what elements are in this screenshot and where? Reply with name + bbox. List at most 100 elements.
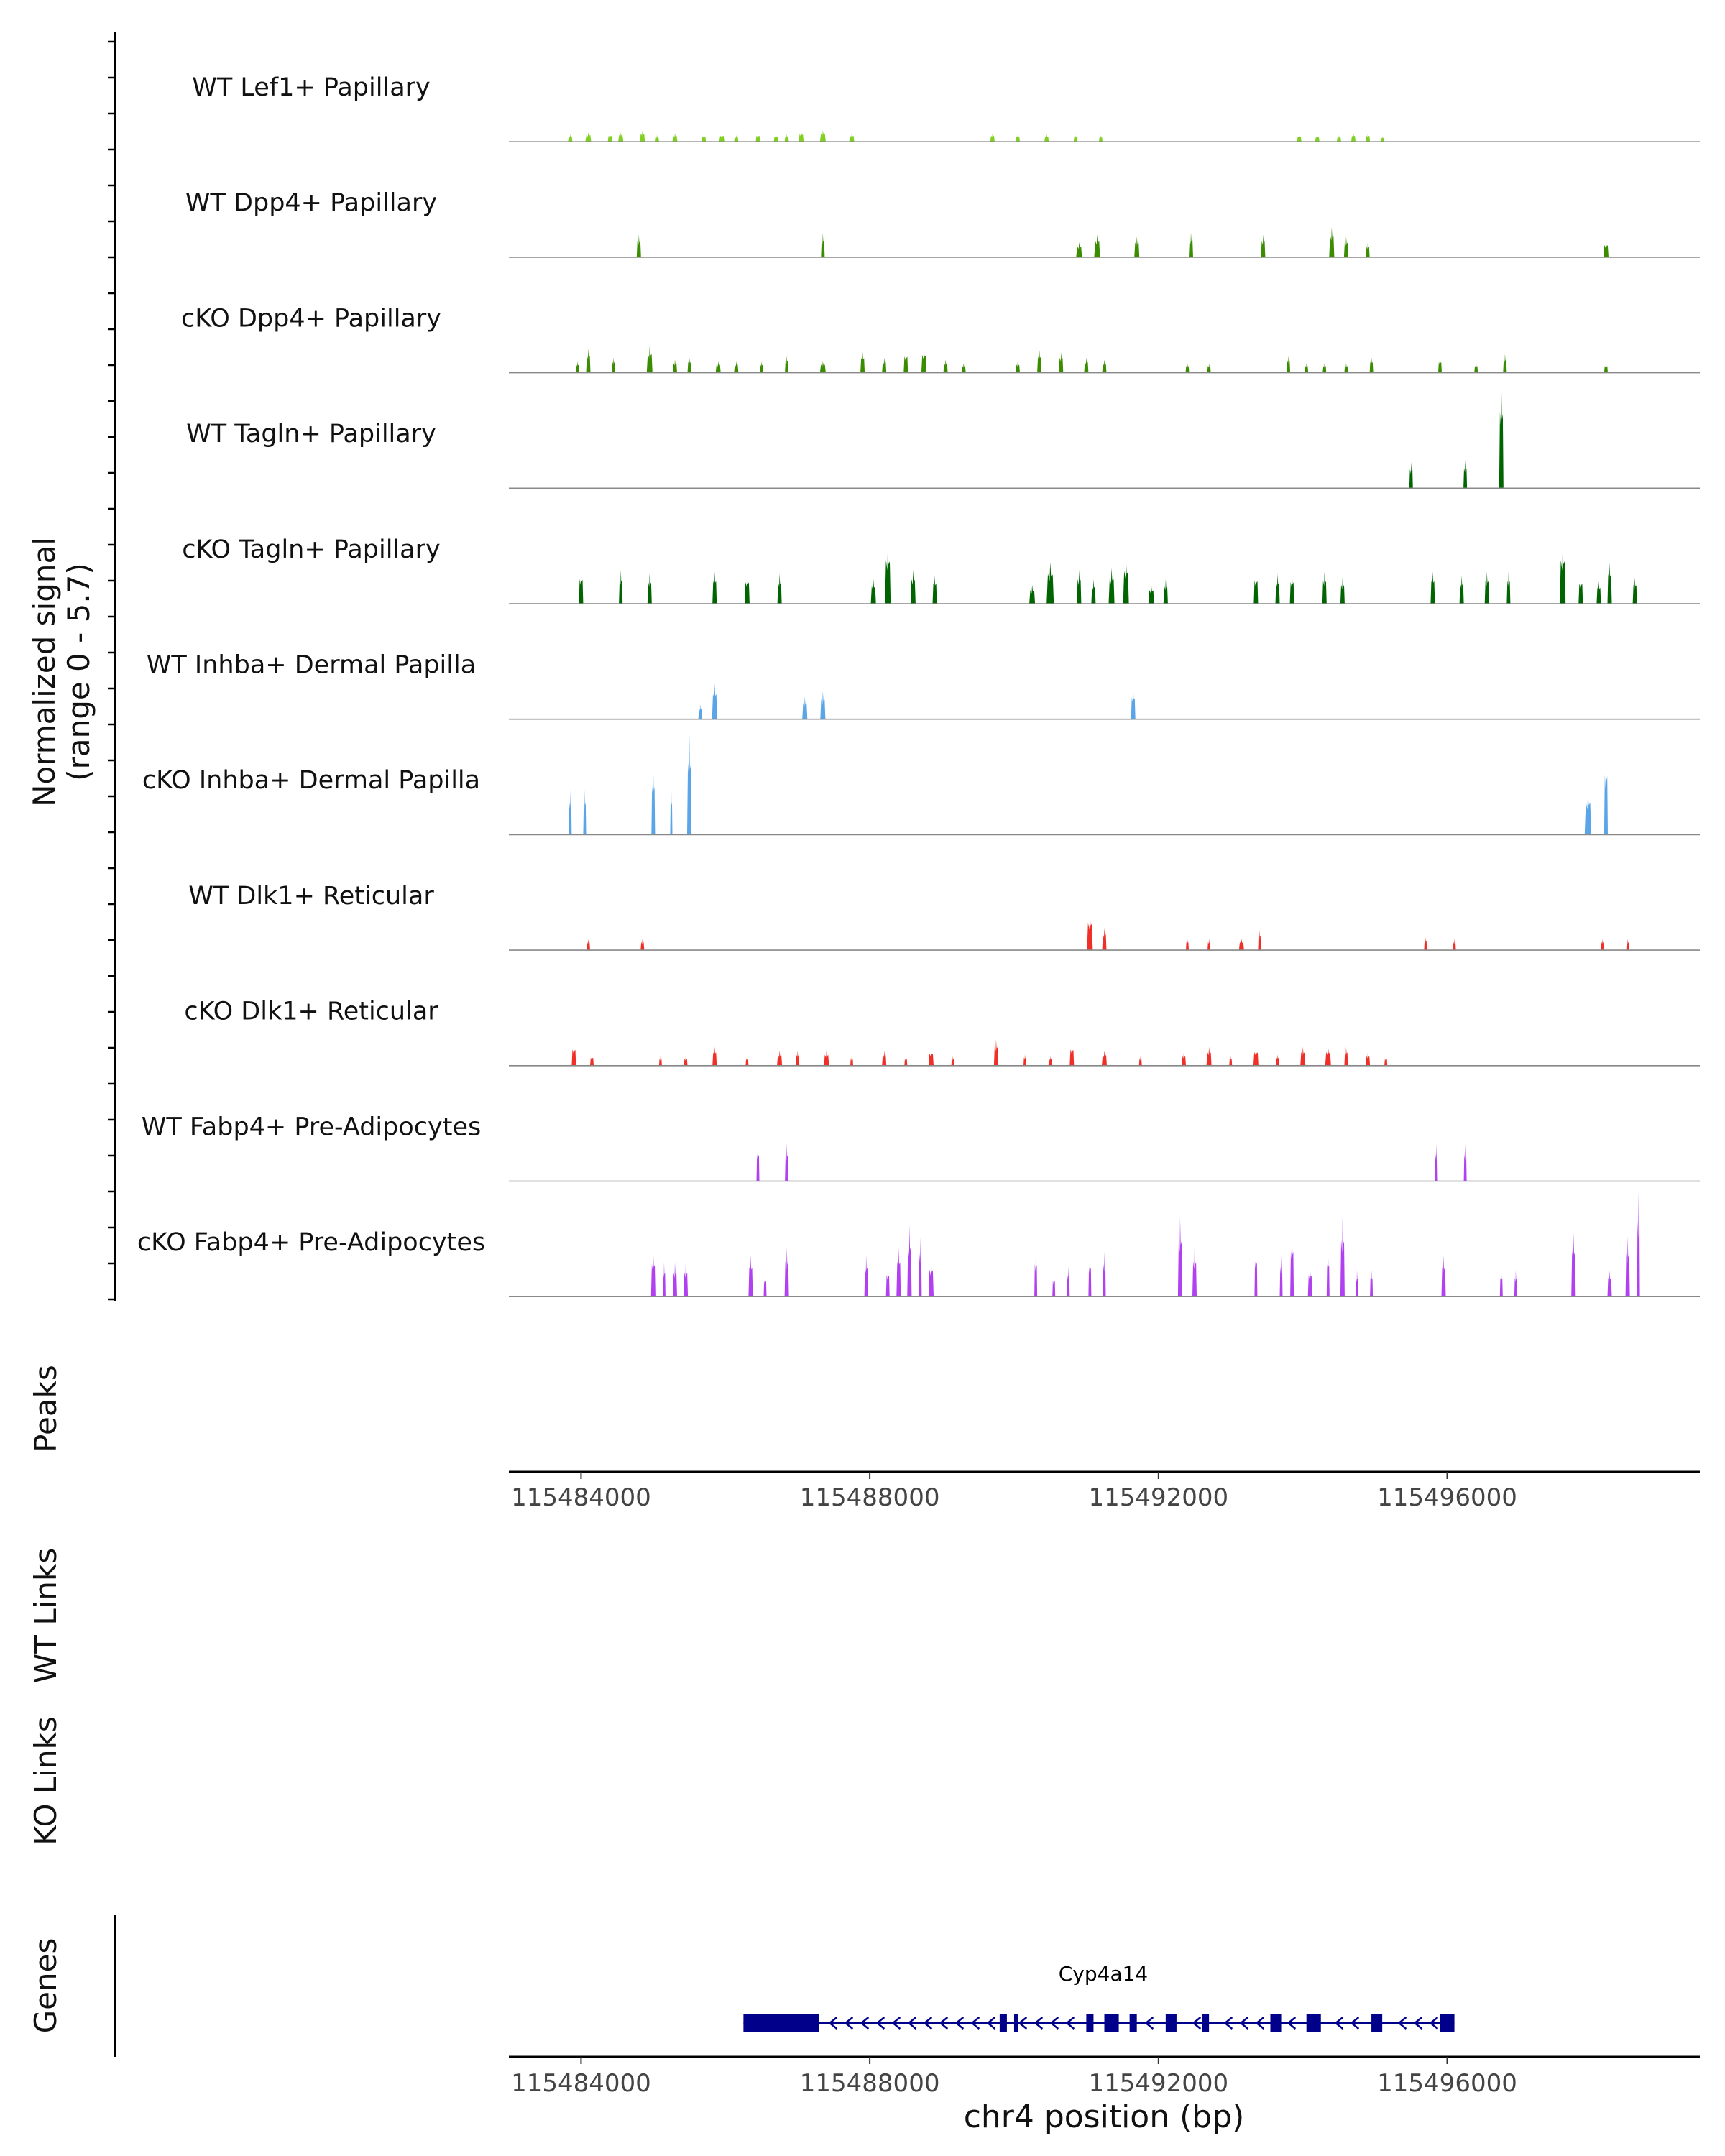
signal-peak [1499,382,1504,489]
signal-peak [929,1049,934,1066]
strand-arrow [1049,2017,1059,2030]
gene-exon [1306,2014,1321,2032]
signal-peak [1336,135,1341,142]
signal-peak [784,134,789,142]
signal-peak [763,1273,767,1297]
signal-peak [646,346,653,373]
signal-peak [796,1050,800,1066]
track-9: cKO Dlk1+ Reticular [184,998,1700,1067]
signal-peak [1029,584,1036,604]
track-10: WT Fabp4+ Pre-Adipocytes [142,1112,1700,1182]
track-label: cKO Dlk1+ Reticular [184,998,438,1026]
signal-peak [1632,577,1637,604]
signal-peak [802,696,808,719]
signal-peak [1326,1251,1330,1297]
signal-peak [571,1043,576,1066]
signal-peak [1601,939,1604,951]
signal-peak [673,1262,677,1297]
signal-peak [684,1262,689,1297]
signal-peak [755,133,760,142]
signal-peak [1138,1056,1142,1066]
signal-peak [1185,363,1190,373]
signal-peak [673,359,677,373]
signal-peak [1108,568,1115,604]
signal-peak [702,134,707,142]
signal-peak [1254,1247,1258,1297]
signal-peak [1182,1052,1186,1066]
strand-arrow [1018,2017,1028,2030]
signal-peak [1305,363,1309,373]
signal-peak [1463,459,1468,489]
signal-peak [1499,1270,1503,1297]
signal-peak [1506,571,1511,604]
track-1: WT Lef1+ Papillary [192,73,1700,142]
signal-peak [1076,241,1082,257]
strand-arrow [828,2017,838,2030]
signal-peak [882,1050,887,1066]
signal-peak [640,130,645,142]
signal-peak [850,1056,853,1066]
signal-peak [1503,354,1507,373]
signal-peak [1340,577,1345,604]
signal-ylabel-line2: (range 0 - 5.7) [61,563,96,781]
track-2: WT Dpp4+ Papillary [185,189,1700,258]
signal-peak [849,133,855,142]
signal-peak [619,569,623,604]
signal-peak [1603,240,1609,257]
signal-peak [1163,579,1168,604]
signal-peak [744,573,750,604]
signal-peak [636,234,641,257]
signal-peak [1424,936,1427,951]
signal-peak [910,569,916,604]
signal-peak [1206,1046,1212,1066]
track-3: cKO Dpp4+ Papillary [181,304,1700,374]
track-5: cKO Tagln+ Papillary [182,535,1700,604]
strand-arrow [1034,2017,1044,2030]
gene-exon [1270,2014,1282,2032]
strand-arrow [844,2017,854,2030]
signal-peak [1024,1054,1026,1066]
strand-arrow [875,2017,886,2030]
signal-peak [687,734,692,835]
signal-peak [583,789,586,835]
signal-peak [1453,939,1456,951]
signal-peak [698,704,702,719]
signal-peak [1430,571,1435,604]
signal-peak [1438,357,1442,373]
signal-peak [929,1258,934,1297]
signal-peak [1322,571,1327,604]
signal-peak [943,359,948,373]
signal-peak [650,1251,656,1297]
gene-exon [999,2014,1007,2032]
signal-peak [1186,939,1189,951]
x-axis-title: chr4 position (bp) [964,2099,1245,2135]
signal-peak [1276,1054,1279,1066]
track-label: cKO Fabp4+ Pre-Adipocytes [137,1228,485,1257]
strand-arrow [923,2017,933,2030]
strand-arrow [1065,2017,1075,2030]
signal-peak [961,363,966,373]
signal-peak [1596,581,1601,604]
signal-peak [1131,688,1136,719]
signal-peak [670,789,673,835]
signal-peak [1287,355,1291,373]
strand-arrow [970,2017,980,2030]
x-tick-label: 115492000 [1088,1483,1228,1512]
strand-arrow [1239,2017,1249,2030]
signal-peak [651,766,656,835]
signal-peak [1409,461,1413,489]
signal-peak [1261,234,1266,257]
track-label: WT Tagln+ Papillary [186,420,436,448]
signal-peak [921,348,926,373]
signal-peak [1625,1236,1630,1297]
signal-peak [1344,363,1348,373]
signal-peak [1571,1232,1576,1297]
strand-arrow [1397,2017,1407,2030]
signal-peak [820,691,826,719]
track-label: cKO Tagln+ Papillary [182,535,441,564]
peaks-label: Peaks [28,1365,63,1452]
gene-exon [1086,2014,1094,2032]
signal-peak [1102,927,1107,951]
gene-exon [1013,2014,1018,2032]
signal-peak [1189,232,1193,257]
